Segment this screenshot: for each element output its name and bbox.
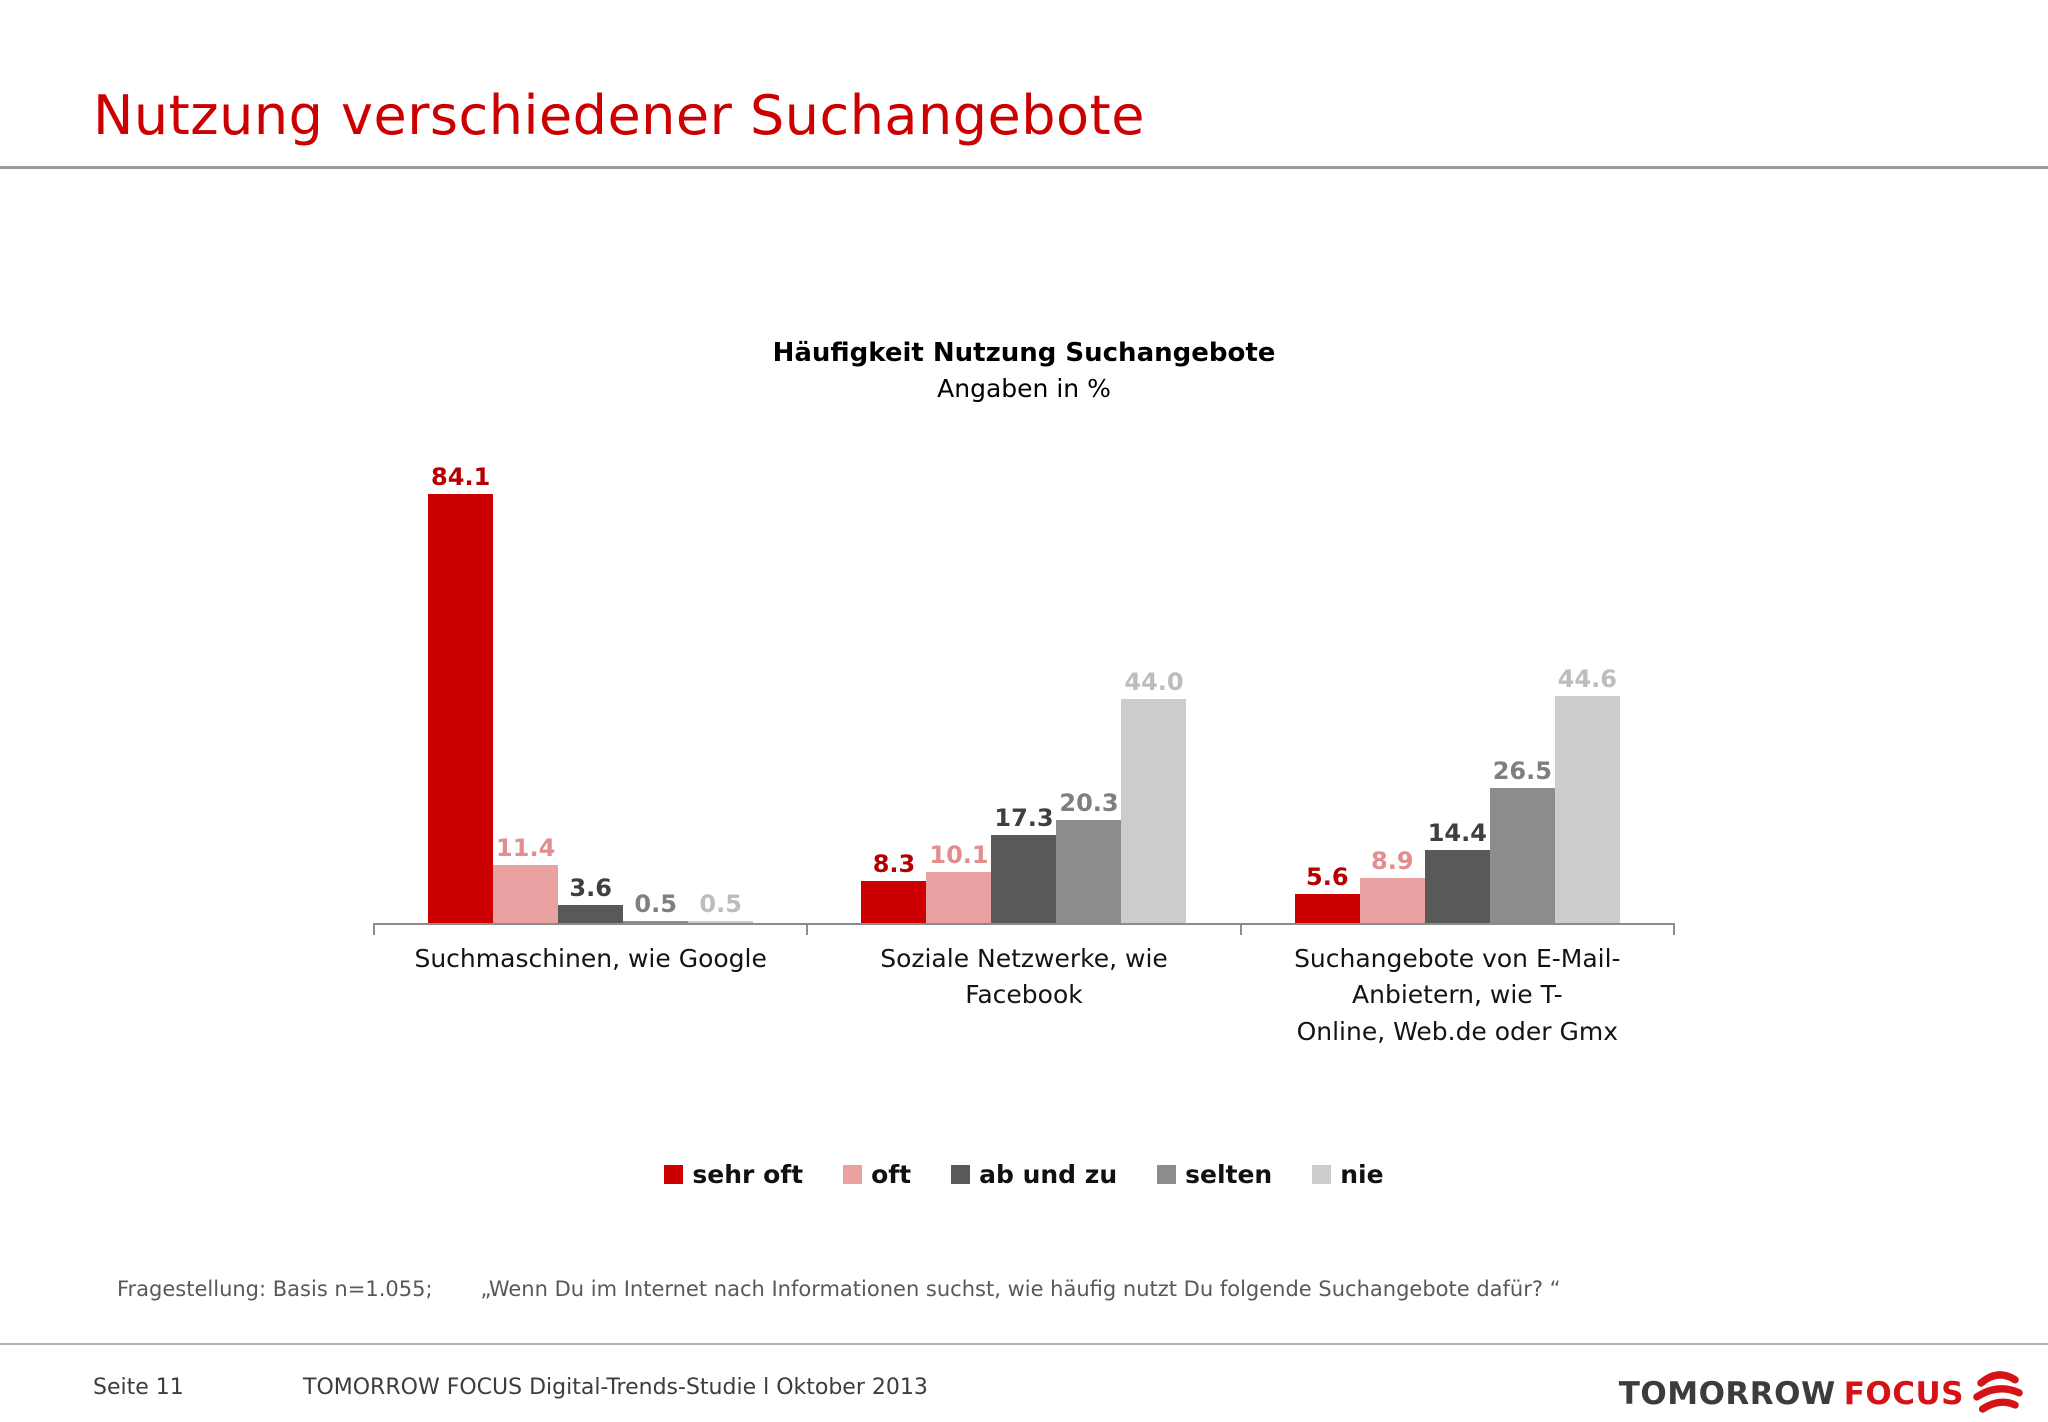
bar-group: 5.6 8.9 14.4 26.5 44.6 [1241,664,1674,923]
legend-swatch [843,1165,863,1184]
bar-value-label: 84.1 [431,463,491,492]
bar-value-label: 5.6 [1306,863,1349,892]
tomorrow-focus-logo: TOMORROW FOCUS [1619,1366,2024,1422]
bar-value-label: 8.9 [1371,846,1414,875]
legend-item: ab und zu [951,1160,1117,1189]
bar [558,904,624,923]
page-number: Seite 11 [93,1375,184,1400]
legend-item: selten [1157,1160,1272,1189]
bar-value-label: 44.6 [1557,664,1617,693]
bar [1424,849,1490,923]
bar-value-label: 11.4 [496,833,556,862]
bar [926,871,992,923]
legend-swatch [1312,1165,1332,1184]
legend-item: nie [1312,1160,1384,1189]
bar-value-label: 26.5 [1492,756,1552,785]
bar [991,834,1057,923]
axis-tick [1239,923,1242,935]
bar [623,920,689,923]
axis-tick [1673,923,1675,935]
category-label: Soziale Netzwerke, wie Facebook [880,944,1168,1010]
bar-value-label: 17.3 [994,803,1054,832]
study-name: TOMORROW FOCUS Digital-Trends-Studie l O… [303,1375,928,1400]
chart-legend: sehr oft oft ab und zu selten nie [0,1160,2048,1189]
bar-cell: 0.5 [688,889,754,923]
bar [688,920,754,923]
legend-swatch [1157,1165,1177,1184]
legend-label: sehr oft [692,1160,804,1189]
bar [1554,695,1620,923]
bar-cell: 8.3 [861,849,927,923]
bar-value-label: 3.6 [569,873,612,902]
axis-tick [373,923,375,935]
legend-label: nie [1340,1160,1384,1189]
bar-value-label: 0.5 [634,889,677,918]
bar-value-label: 14.4 [1427,818,1487,847]
bar [428,494,494,923]
logo-text-focus: FOCUS [1843,1376,1964,1412]
legend-label: oft [871,1160,912,1189]
bar-cell: 11.4 [493,833,559,923]
bar-cell: 10.1 [926,840,992,923]
bar-value-label: 8.3 [872,849,916,878]
slide-title: Nutzung verschiedener Suchangebote [93,84,1145,147]
footnote-basis: Fragestellung: Basis n=1.055; [117,1277,433,1301]
bar-value-label: 44.0 [1124,667,1184,696]
bar [1056,819,1122,923]
bar-group: 8.3 10.1 17.3 20.3 44.0 [807,668,1240,923]
bar [861,880,927,923]
footnote-question: „Wenn Du im Internet nach Informationen … [480,1277,1561,1301]
logo-swoosh-icon [1972,1366,2024,1422]
bar-cell: 17.3 [991,803,1057,923]
footer-divider [0,1343,2048,1345]
bar-value-label: 20.3 [1059,788,1119,817]
chart-title: Häufigkeit Nutzung Suchangebote [772,338,1276,368]
bar-cell: 14.4 [1424,818,1490,923]
axis-tick [806,923,809,935]
category-label: Suchmaschinen, wie Google [414,944,767,973]
chart: Häufigkeit Nutzung Suchangebote Angaben … [373,338,1675,1050]
bar-cell: 44.6 [1554,664,1620,923]
bar-cell: 8.9 [1359,846,1425,923]
bar-cell: 44.0 [1121,667,1187,923]
bar [1359,877,1425,923]
legend-swatch [664,1165,684,1184]
legend-label: selten [1185,1160,1273,1189]
legend-item: sehr oft [664,1160,803,1189]
chart-subtitle: Angaben in % [937,374,1111,403]
legend-item: oft [843,1160,911,1189]
bar-cell: 26.5 [1489,756,1555,923]
bar-cell: 0.5 [623,889,689,923]
title-divider [0,166,2048,169]
bar-value-label: 0.5 [699,889,742,918]
bar-cell: 5.6 [1294,863,1360,923]
footnote: Fragestellung: Basis n=1.055; „Wenn Du im… [117,1277,1561,1301]
bar-value-label: 10.1 [929,840,989,869]
chart-plot: 84.1 11.4 3.6 0.5 0.5 8.3 10.1 17.3 20.3 44.0 5.6 8… [373,455,1675,935]
category-label: Suchangebote von E-Mail- Anbietern, wie … [1294,944,1621,1046]
bar-cell: 3.6 [558,873,624,923]
legend-label: ab und zu [979,1160,1118,1189]
logo-text-tomorrow: TOMORROW [1618,1376,1836,1412]
bar [1121,698,1187,923]
bar-group: 84.1 11.4 3.6 0.5 0.5 [374,463,807,923]
bar [1489,787,1555,923]
bar-cell: 20.3 [1056,788,1122,923]
bar-cell: 84.1 [428,463,494,923]
legend-swatch [951,1165,971,1184]
bar [493,864,559,923]
bar [1294,894,1360,923]
category-axis: Suchmaschinen, wie Google Soziale Netzwer… [374,941,1674,1050]
